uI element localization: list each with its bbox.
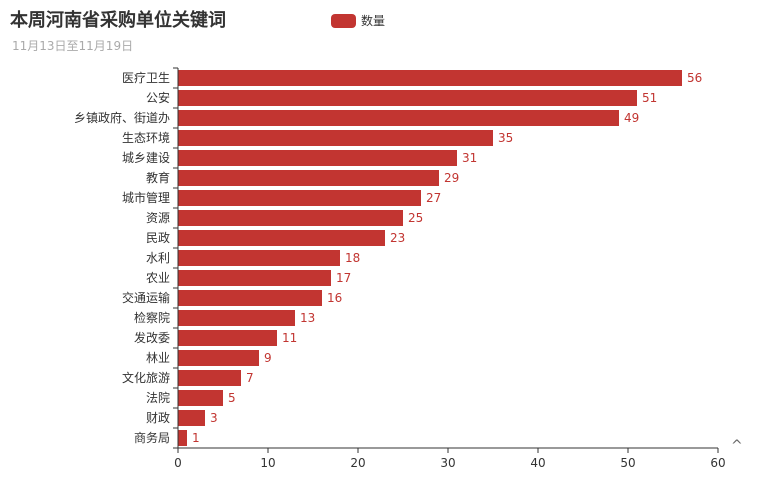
category-label: 医疗卫生 [122, 71, 170, 85]
bar [178, 170, 439, 186]
bar [178, 350, 259, 366]
value-label: 5 [228, 391, 236, 405]
category-label: 财政 [146, 411, 170, 425]
bar [178, 110, 619, 126]
category-label: 文化旅游 [122, 370, 170, 385]
bar [178, 390, 223, 406]
value-label: 23 [390, 231, 405, 245]
legend-item-count[interactable]: 数量 [331, 12, 385, 29]
value-label: 18 [345, 251, 360, 265]
x-tick-label: 20 [350, 456, 365, 470]
bar [178, 330, 277, 346]
category-label: 水利 [146, 251, 170, 265]
bar [178, 430, 187, 446]
category-label: 农业 [146, 271, 170, 285]
value-label: 7 [246, 371, 254, 385]
x-tick-label: 60 [710, 456, 725, 470]
value-label: 51 [642, 91, 657, 105]
value-label: 11 [282, 331, 297, 345]
value-label: 17 [336, 271, 351, 285]
bar [178, 90, 637, 106]
legend-label: 数量 [361, 14, 386, 28]
value-label: 31 [462, 151, 477, 165]
category-label: 教育 [146, 170, 170, 185]
category-label: 城市管理 [122, 190, 170, 205]
category-label: 交通运输 [122, 290, 170, 305]
value-label: 25 [408, 211, 423, 225]
value-label: 35 [498, 131, 513, 145]
value-label: 3 [210, 411, 218, 425]
category-label: 资源 [146, 211, 170, 225]
bar [178, 230, 385, 246]
value-label: 13 [300, 311, 315, 325]
category-label: 公安 [146, 90, 170, 105]
category-label: 民政 [146, 231, 170, 245]
legend-swatch [331, 13, 356, 28]
value-label: 27 [426, 191, 441, 205]
value-label: 1 [192, 431, 200, 445]
value-label: 9 [264, 351, 272, 365]
chart-title: 本周河南省采购单位关键词 [10, 10, 226, 31]
category-label: 林业 [146, 351, 170, 365]
bar [178, 210, 403, 226]
x-tick-label: 40 [530, 456, 545, 470]
x-tick-label: 0 [174, 456, 182, 470]
bar [178, 310, 295, 326]
bar [178, 190, 421, 206]
bar [178, 70, 682, 86]
category-label: 乡镇政府、街道办 [74, 110, 170, 125]
category-label: 检察院 [134, 310, 170, 325]
value-label: 16 [327, 291, 342, 305]
bar [178, 410, 205, 426]
category-label: 商务局 [134, 430, 170, 445]
bar [178, 290, 322, 306]
category-label: 城乡建设 [122, 151, 170, 165]
x-tick-label: 50 [620, 456, 635, 470]
x-tick-label: 10 [260, 456, 275, 470]
scroll-up-icon[interactable]: ^ [731, 438, 743, 454]
category-label: 生态环境 [122, 130, 170, 145]
category-label: 发改委 [134, 330, 170, 345]
bar [178, 150, 457, 166]
chart-subtitle: 11月13日至11月19日 [12, 39, 134, 53]
value-label: 29 [444, 171, 459, 185]
bar [178, 130, 493, 146]
category-label: 法院 [146, 391, 170, 405]
bar [178, 270, 331, 286]
value-label: 56 [687, 71, 702, 85]
x-tick-label: 30 [440, 456, 455, 470]
value-label: 49 [624, 111, 639, 125]
bar [178, 250, 340, 266]
bar [178, 370, 241, 386]
